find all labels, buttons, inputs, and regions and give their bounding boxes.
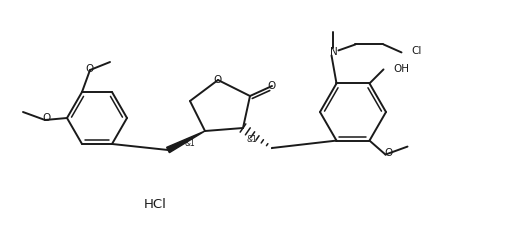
Text: O: O [267,81,276,91]
Text: O: O [86,64,94,74]
Text: O: O [43,113,51,123]
Polygon shape [166,131,205,153]
Text: N: N [329,47,337,57]
Text: &1: &1 [246,136,257,145]
Text: O: O [384,148,392,158]
Text: HCl: HCl [143,198,166,212]
Text: &1: &1 [184,138,194,148]
Text: OH: OH [393,64,409,74]
Text: O: O [214,75,222,85]
Text: Cl: Cl [411,46,421,57]
